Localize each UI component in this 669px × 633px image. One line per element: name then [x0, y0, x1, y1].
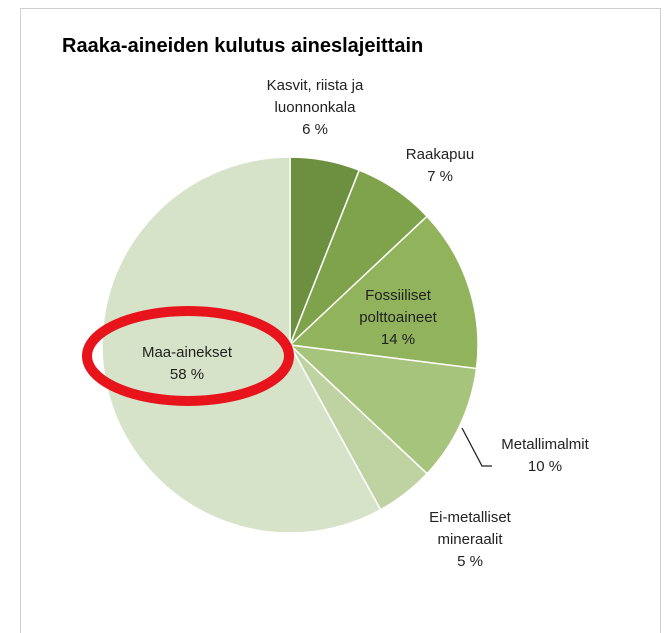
highlight-ellipse [82, 306, 294, 406]
pie-slice [287, 343, 478, 475]
value-label: 6 % [302, 121, 328, 138]
category-label: Maa-ainekset [141, 344, 233, 361]
value-label: 14 % [380, 331, 416, 348]
slice-label: Fossiiliset polttoaineet 14 % [346, 285, 450, 351]
value-label: 58 % [169, 366, 205, 383]
slice-label: Kasvit, riista ja luonnonkala 6 % [263, 75, 367, 141]
value-label: 5 % [457, 553, 483, 570]
chart-title: Raaka-aineiden kulutus aineslajeittain [62, 35, 423, 57]
category-label: Fossiiliset polttoaineet [359, 287, 437, 326]
slice-label: Maa-ainekset 58 % [135, 342, 239, 386]
slice-label: Metallimalmit 10 % [493, 434, 597, 478]
pie [101, 156, 479, 534]
pie-slice [101, 156, 382, 534]
value-label: 10 % [527, 458, 563, 475]
leader-line [461, 427, 492, 467]
category-label: Ei-metalliset mineraalit [429, 509, 511, 548]
category-label: Kasvit, riista ja luonnonkala [266, 77, 364, 116]
category-label: Metallimalmit [501, 436, 589, 453]
pie-slice [288, 215, 479, 370]
slice-label: Ei-metalliset mineraalit 5 % [418, 507, 522, 573]
category-label: Raakapuu [405, 146, 475, 163]
slice-label: Raakapuu 7 % [388, 144, 492, 188]
value-label: 7 % [427, 168, 453, 185]
